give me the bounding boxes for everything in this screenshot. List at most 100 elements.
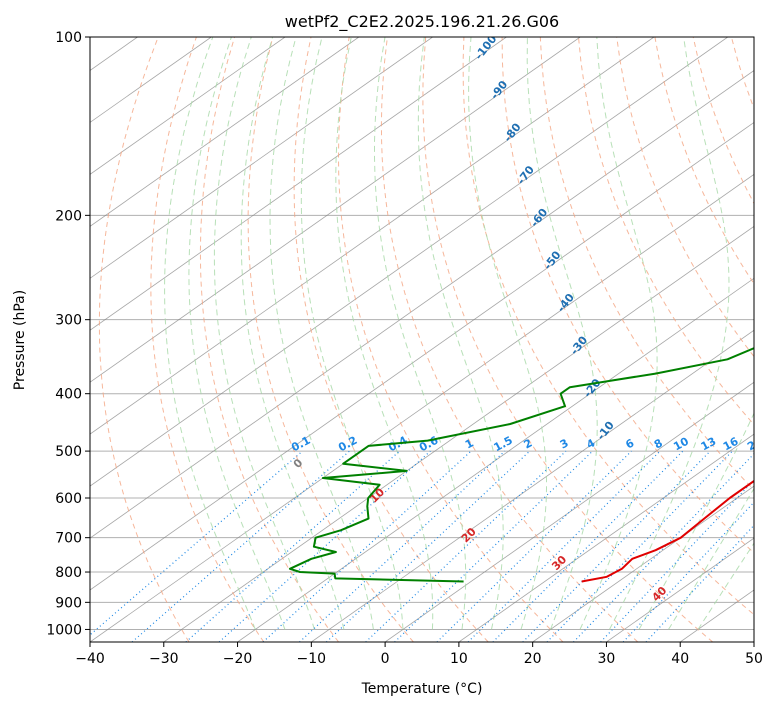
y-tick-label: 100	[55, 30, 82, 46]
moist-adiabat-line	[374, 37, 467, 630]
moist-adiabat-line	[638, 412, 754, 630]
mixing-ratio-line	[90, 450, 303, 636]
moist-adiabat-line	[579, 37, 658, 630]
mixing-ratio-label: 2	[522, 436, 535, 451]
dry-adiabat-line	[98, 37, 190, 642]
isotherm-line	[90, 121, 754, 591]
temperature-profile-line	[581, 479, 754, 583]
isotherm-line	[679, 589, 754, 642]
x-tick-label: −30	[149, 651, 179, 667]
isotherm-line	[90, 37, 655, 435]
isotherm-line	[90, 37, 507, 331]
dry-adiabat-line	[654, 37, 754, 285]
mixing-ratio-label: 3	[558, 436, 571, 451]
y-axis: 100 200 300 400 500 600 700 800 900 1000	[46, 30, 90, 638]
moist-adiabat-line	[269, 37, 374, 630]
isotherm-line	[458, 433, 754, 642]
dry-adiabat-line	[462, 37, 754, 616]
isotherm-line	[384, 381, 754, 642]
y-tick-label: 1000	[46, 622, 82, 638]
y-tick-label: 800	[55, 565, 82, 581]
mixing-ratio-line	[492, 450, 684, 642]
x-tick-label: −40	[75, 651, 105, 667]
isotherm-line	[90, 37, 286, 175]
y-tick-label: 900	[55, 595, 82, 611]
mixing-ratio-line	[131, 450, 350, 642]
isotherm-label: -20	[581, 376, 604, 400]
x-tick-label: 10	[450, 651, 468, 667]
moist-adiabat-line	[417, 37, 504, 630]
mixing-ratio-line	[326, 450, 531, 642]
isotherm-label: -70	[515, 163, 538, 187]
mixing-ratio-label: 6	[623, 436, 636, 451]
dry-adiabat-line	[770, 37, 775, 642]
isotherm-label: -10	[594, 419, 617, 443]
y-tick-label: 500	[55, 444, 82, 460]
y-tick-label: 700	[55, 531, 82, 547]
dry-adiabat-line	[293, 37, 489, 642]
mixing-ratio-label: 1	[463, 436, 476, 451]
x-axis-title: Temperature (°C)	[361, 681, 483, 697]
isotherm-line	[311, 329, 754, 642]
dry-adiabat-line	[539, 37, 754, 491]
moist-adiabat-line	[526, 37, 598, 630]
mixing-ratio-label: 16	[721, 435, 741, 454]
dry-adiabat-line	[616, 37, 754, 358]
isotherm-line	[237, 277, 754, 642]
chart-title: wetPf2_C2E2.2025.196.21.26.G06	[285, 12, 559, 32]
moist-adiabat-line	[609, 37, 730, 630]
background-line-labels: 0.10.20.40.611.52346810131620253036-100-…	[289, 37, 775, 604]
moist-adiabat-line	[300, 37, 404, 630]
isotherm-line	[90, 37, 581, 383]
moist-adiabat-line	[188, 37, 286, 630]
isotherm-line	[753, 641, 754, 642]
isotherm-label: -50	[541, 248, 564, 272]
dry-adiabat-line	[692, 37, 754, 205]
dewpoint-profile-line	[288, 347, 754, 583]
dry-adiabat-line	[150, 37, 265, 642]
y-tick-label: 200	[55, 208, 82, 224]
x-tick-label: −20	[223, 651, 253, 667]
moist-adiabat-line	[468, 37, 547, 630]
isotherm-label: -30	[568, 333, 591, 357]
mixing-ratio-line	[299, 450, 506, 642]
isotherm-line	[0, 37, 64, 642]
isotherm-line	[606, 537, 754, 642]
dry-adiabat-label: 30	[549, 553, 569, 573]
mixing-ratio-line	[185, 450, 400, 642]
mixing-ratio-line	[262, 450, 472, 642]
isotherm-line	[90, 37, 433, 279]
mixing-ratio-line	[394, 450, 593, 642]
mixing-ratio-label: 25	[770, 435, 775, 454]
mixing-ratio-line	[546, 450, 733, 642]
dry-adiabat-line	[380, 37, 639, 642]
isotherm-line	[90, 69, 754, 539]
moist-adiabat-line	[668, 487, 754, 630]
moist-adiabat-line	[240, 37, 345, 630]
y-tick-label: 600	[55, 491, 82, 507]
x-tick-label: 40	[671, 651, 689, 667]
isotherm-label: -80	[501, 120, 524, 144]
x-tick-label: −10	[297, 651, 327, 667]
moist-adiabat-line	[213, 37, 315, 630]
mixing-ratio-line	[436, 450, 632, 642]
plot-frame	[89, 36, 755, 643]
y-tick-label: 300	[55, 313, 82, 329]
x-tick-label: 0	[381, 651, 390, 667]
isotherm-line	[90, 37, 728, 487]
dry-adiabat-line	[730, 37, 754, 110]
mixing-ratio-line	[218, 450, 431, 642]
dry-adiabat-label: 0	[291, 456, 306, 471]
isotherm-line	[90, 37, 212, 123]
x-tick-label: 20	[524, 651, 542, 667]
x-tick-label: 30	[598, 651, 616, 667]
dry-adiabat-line	[422, 37, 714, 642]
x-tick-label: 50	[745, 651, 763, 667]
background-lines	[0, 37, 775, 642]
dry-adiabat-line	[578, 37, 754, 426]
isotherm-label: -90	[488, 78, 511, 102]
dry-adiabat-line	[337, 37, 564, 642]
y-tick-label: 400	[55, 387, 82, 403]
isotherm-line	[163, 225, 754, 642]
